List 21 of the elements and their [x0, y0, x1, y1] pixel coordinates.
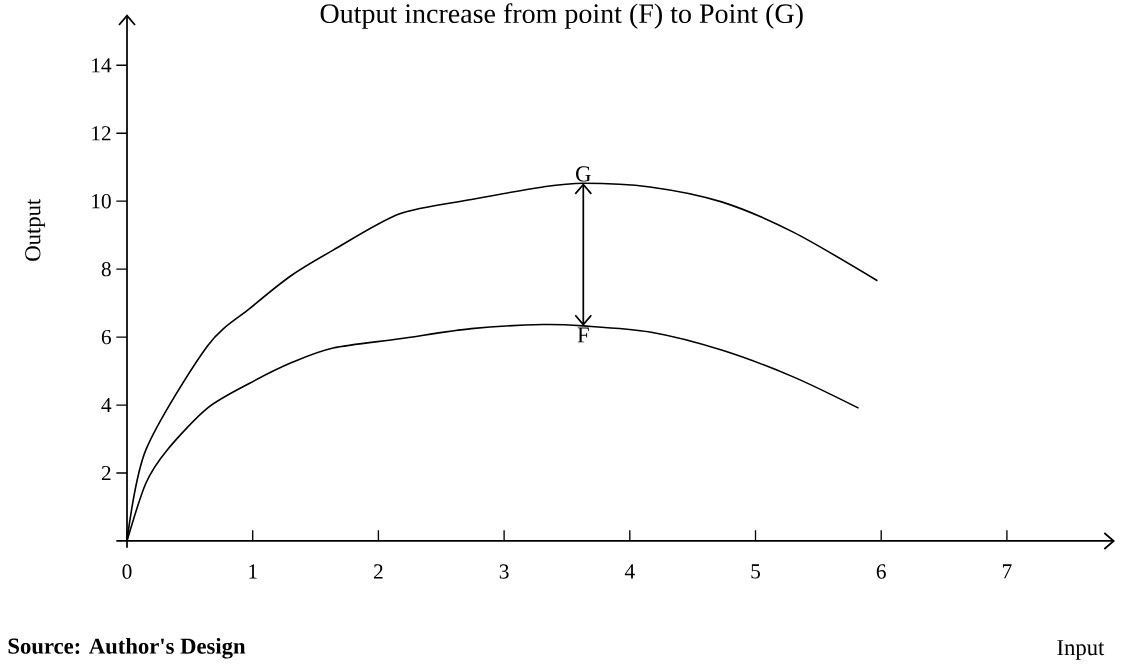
source-note: Source: Author's Design: [8, 637, 246, 659]
x-tick-label: 2: [374, 564, 383, 579]
y-tick-label: 14: [92, 58, 112, 73]
y-tick-label: 10: [92, 194, 111, 209]
annotation: G: [576, 166, 591, 182]
y-axis-title: Output: [25, 198, 46, 261]
x-tick-label: 1: [249, 564, 257, 579]
chart-title: Output increase from point (F) to Point (G): [320, 3, 803, 29]
x-tick-label: 7: [1002, 564, 1012, 579]
y-tick-label: 2: [101, 465, 111, 481]
x-tick-label: 6: [876, 564, 886, 579]
annotation: F: [577, 327, 589, 343]
x-tick-label: 3: [499, 564, 509, 579]
x-tick-label: 5: [751, 564, 760, 579]
y-tick-label: 4: [101, 398, 112, 413]
x-tick-label: 4: [624, 564, 635, 579]
y-tick-label: 12: [92, 126, 111, 141]
y-tick-label: 8: [101, 261, 111, 277]
y-tick-label: 6: [101, 329, 111, 345]
x-tick-label: 0: [122, 564, 132, 579]
x-axis-title: Input: [1057, 640, 1105, 660]
